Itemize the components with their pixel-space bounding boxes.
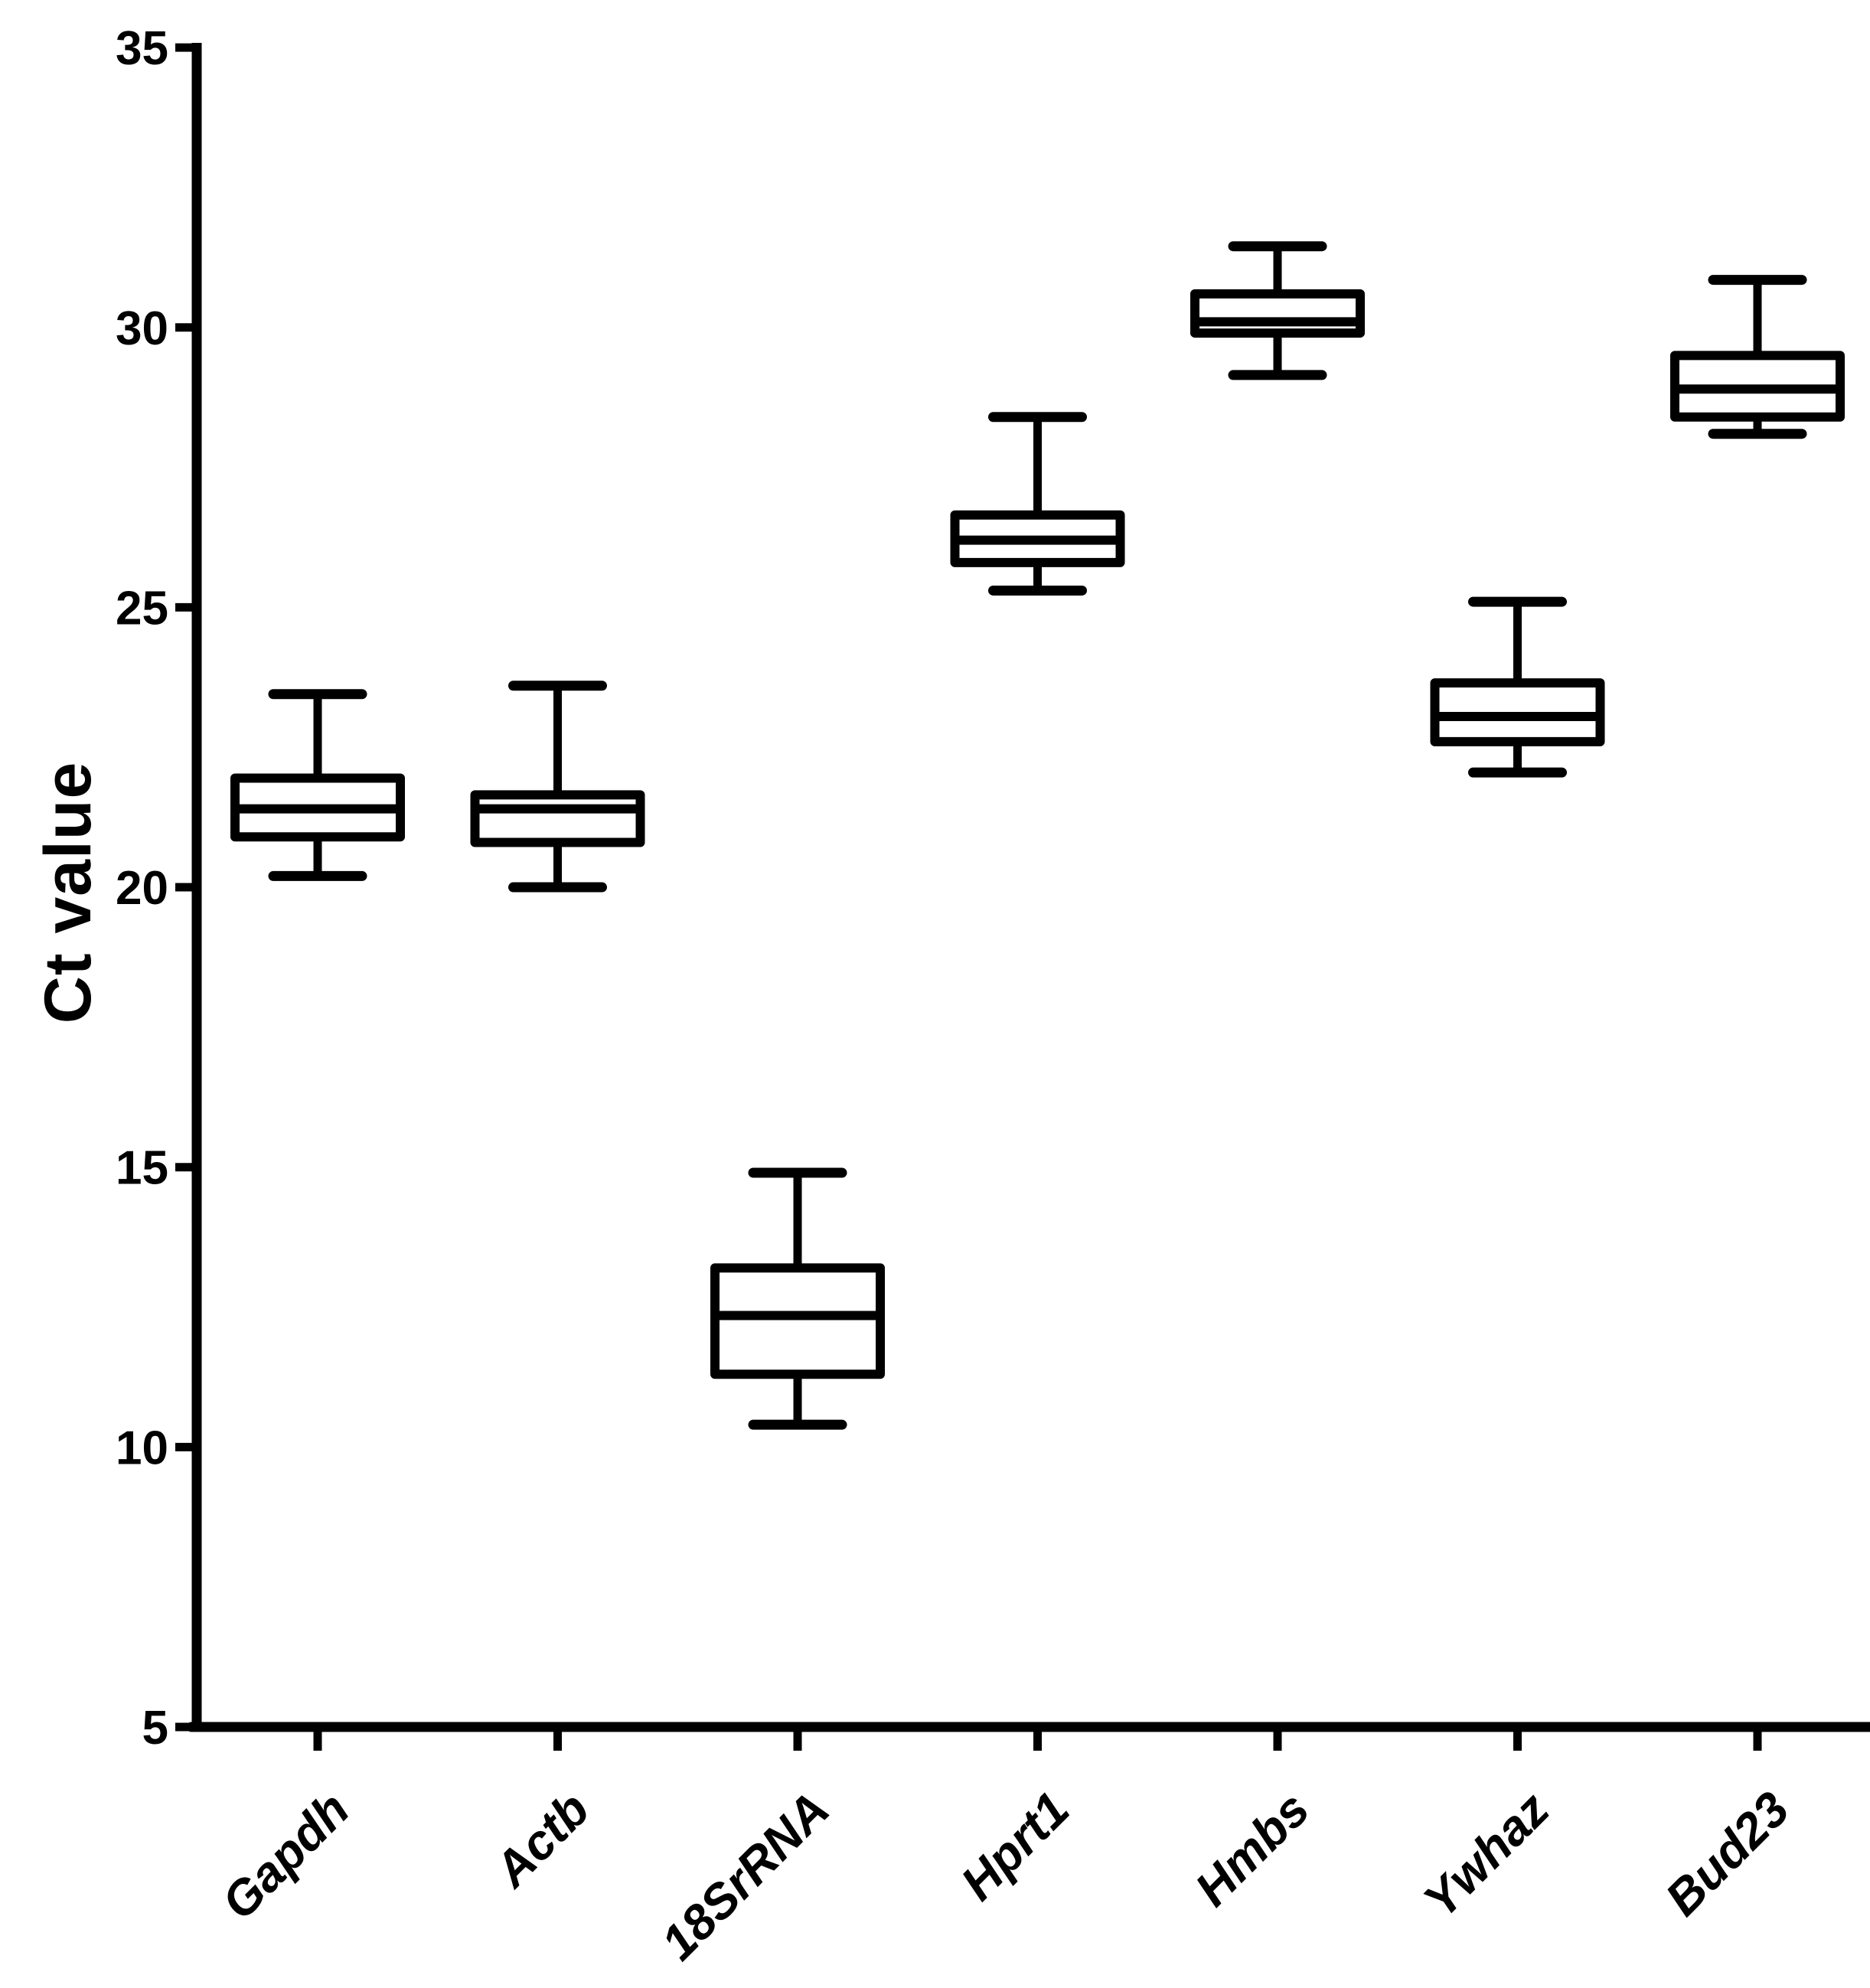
- box-plot-ywhaz: [1430, 596, 1605, 778]
- y-tick-label: 30: [116, 302, 168, 355]
- y-tick-label: 5: [142, 1702, 168, 1755]
- box-plot-gapdh: [230, 689, 405, 881]
- y-tick-label: 20: [116, 862, 168, 915]
- box-plot-actb: [470, 681, 645, 893]
- boxplot-figure: 5 10 15 20 25 30 35 Ct value Gapdh Actb 18SrRNA Hpr…: [31, 12, 1870, 1976]
- y-tick-label: 35: [116, 22, 168, 75]
- y-tick-label: 15: [116, 1142, 168, 1195]
- figure-background: [31, 12, 1870, 1976]
- iqr-box: [1190, 289, 1365, 338]
- box-plot-hmbs: [1190, 241, 1365, 380]
- y-axis-title: Ct value: [31, 762, 105, 1024]
- y-tick-label: 10: [116, 1422, 168, 1474]
- iqr-box: [710, 1263, 885, 1379]
- box-plot-hprt1: [950, 412, 1125, 596]
- box-plot-18srrna: [710, 1167, 885, 1430]
- iqr-box: [230, 773, 405, 842]
- box-plot-bud23: [1670, 275, 1845, 439]
- y-tick-label: 25: [116, 582, 168, 635]
- iqr-box: [470, 790, 645, 847]
